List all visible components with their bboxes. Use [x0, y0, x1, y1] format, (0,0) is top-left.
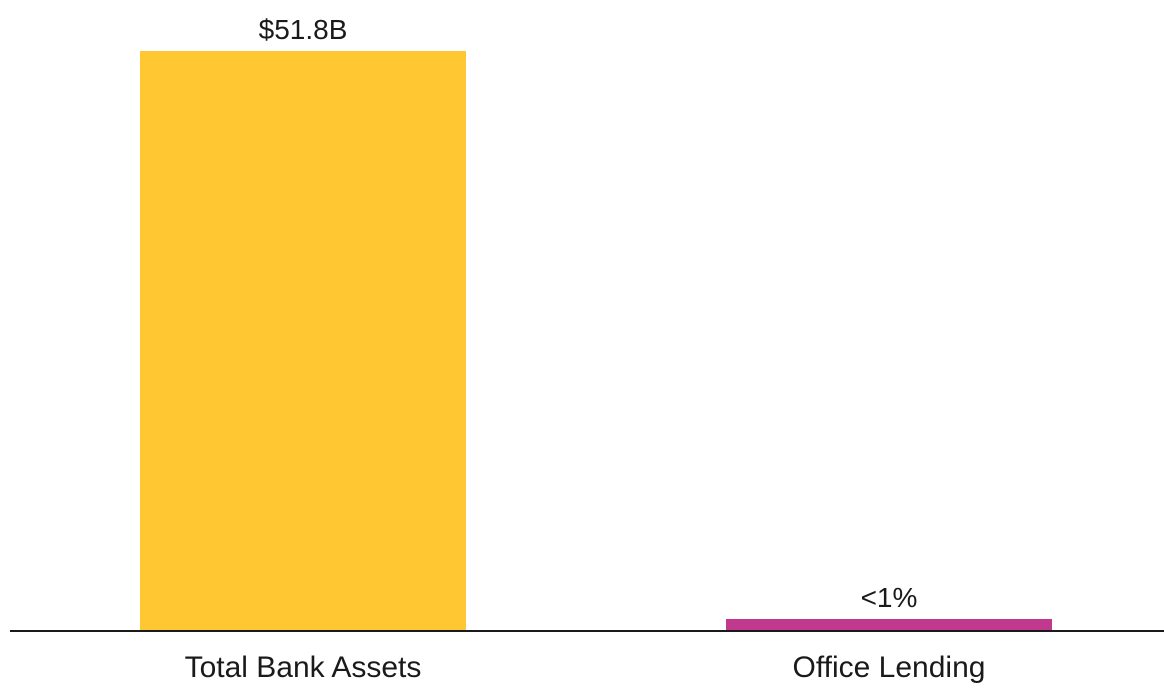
bars-layer: [140, 51, 1052, 631]
category-label-office-lending: Office Lending: [793, 651, 986, 684]
category-labels-layer: Total Bank Assets Office Lending: [185, 651, 986, 684]
bar-office-lending: [726, 619, 1052, 631]
bar-total-bank-assets: [140, 51, 466, 631]
value-label-office-lending: <1%: [861, 582, 918, 613]
value-labels-layer: $51.8B <1%: [259, 14, 918, 613]
category-label-total-bank-assets: Total Bank Assets: [185, 651, 422, 684]
value-label-total-bank-assets: $51.8B: [259, 14, 348, 45]
